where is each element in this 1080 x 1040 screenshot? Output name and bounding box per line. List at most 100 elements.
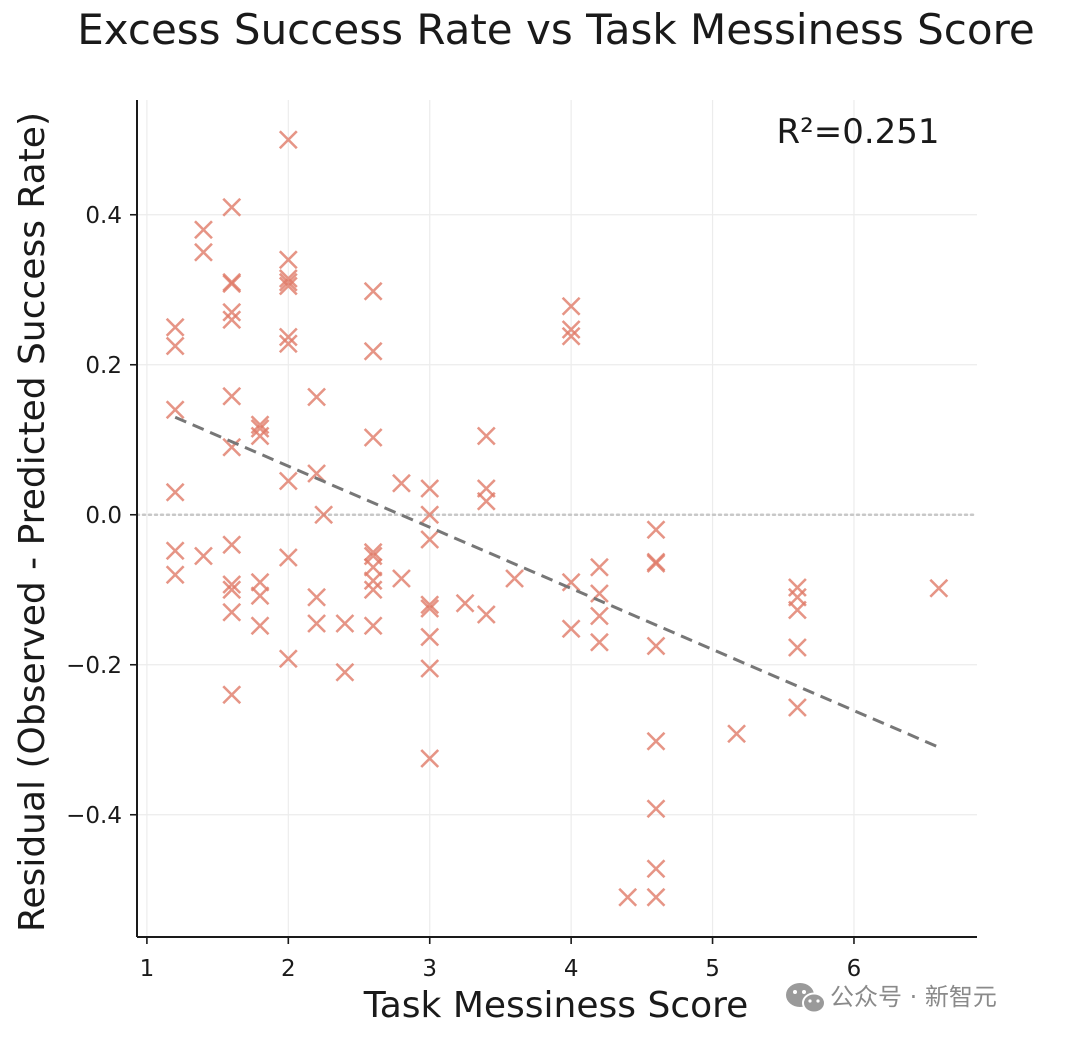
data-point xyxy=(420,599,440,618)
y-tick-label: −0.2 xyxy=(66,653,122,679)
chart-title: Excess Success Rate vs Task Messiness Sc… xyxy=(77,5,1035,54)
data-point xyxy=(420,595,440,615)
trend-line-path xyxy=(174,415,940,749)
data-point xyxy=(363,341,383,361)
data-point xyxy=(646,520,666,540)
data-point xyxy=(307,387,327,407)
data-point xyxy=(787,600,807,620)
data-point xyxy=(222,685,242,705)
x-axis-label: Task Messiness Score xyxy=(363,985,749,1026)
data-point xyxy=(787,638,807,657)
data-point xyxy=(165,400,185,420)
data-point xyxy=(590,632,609,652)
data-point xyxy=(278,276,298,296)
y-axis-label: Residual (Observed - Predicted Success R… xyxy=(12,112,53,932)
data-point xyxy=(222,580,242,600)
data-point xyxy=(222,197,242,217)
data-point xyxy=(363,428,383,447)
data-point xyxy=(165,482,185,502)
data-point xyxy=(392,473,411,493)
y-tick-label: 0.2 xyxy=(85,353,122,379)
data-point xyxy=(307,587,327,607)
data-point xyxy=(165,336,185,356)
wechat-icon xyxy=(786,983,826,1014)
data-point xyxy=(476,605,496,624)
data-point xyxy=(222,575,242,594)
data-point xyxy=(561,320,581,339)
x-tick-label: 1 xyxy=(140,956,155,982)
watermark-text: 公众号 · 新智元 xyxy=(830,983,997,1011)
data-point xyxy=(222,386,242,406)
x-tick-label: 6 xyxy=(847,956,862,982)
x-tick-label: 5 xyxy=(705,956,720,982)
data-point xyxy=(335,614,355,633)
data-point xyxy=(222,302,242,322)
data-point xyxy=(646,554,666,573)
data-point xyxy=(363,580,383,600)
data-point xyxy=(165,317,185,337)
axes xyxy=(136,100,977,938)
data-point xyxy=(278,250,298,270)
data-point xyxy=(420,627,440,647)
data-point xyxy=(420,659,440,678)
data-point xyxy=(561,326,581,346)
data-point xyxy=(646,636,666,656)
data-point xyxy=(250,586,270,606)
data-point xyxy=(420,749,440,768)
data-point xyxy=(314,505,334,525)
data-point xyxy=(363,542,383,562)
data-point xyxy=(307,464,327,483)
data-point xyxy=(222,437,242,457)
data-point xyxy=(392,569,411,588)
data-point xyxy=(278,334,298,354)
data-point xyxy=(646,799,666,819)
data-point xyxy=(278,649,298,669)
grid-lines xyxy=(137,100,977,937)
x-tick-label: 2 xyxy=(281,956,296,982)
data-point xyxy=(476,426,496,446)
data-point xyxy=(278,269,298,288)
data-point xyxy=(646,859,666,879)
x-tick-label: 4 xyxy=(564,956,579,982)
data-point xyxy=(363,571,383,591)
data-point xyxy=(335,662,355,682)
data-point xyxy=(561,296,581,316)
data-point xyxy=(278,548,298,567)
trend-line xyxy=(174,415,940,749)
data-point xyxy=(194,546,213,566)
data-point xyxy=(787,698,807,717)
data-point xyxy=(165,565,185,585)
data-point xyxy=(307,614,327,633)
data-point xyxy=(363,281,383,301)
data-point xyxy=(194,242,213,262)
data-point xyxy=(278,471,298,491)
data-point xyxy=(476,491,496,511)
data-point xyxy=(561,572,581,592)
data-point xyxy=(787,578,807,597)
y-axis-ticks: −0.4 −0.2 0.0 0.2 0.4 xyxy=(66,203,137,829)
data-point xyxy=(929,578,949,598)
data-point xyxy=(618,887,638,907)
data-point xyxy=(420,479,440,498)
data-point xyxy=(222,602,242,622)
data-point xyxy=(250,616,270,636)
data-point xyxy=(250,426,270,446)
watermark: 公众号 · 新智元 xyxy=(786,983,997,1014)
data-point xyxy=(363,557,383,577)
x-axis-ticks: 1 2 3 4 5 6 xyxy=(140,937,862,982)
data-point xyxy=(278,130,298,150)
data-point xyxy=(278,272,298,292)
data-point xyxy=(590,606,609,626)
data-point xyxy=(250,572,270,592)
x-tick-label: 3 xyxy=(422,956,437,982)
data-point xyxy=(194,220,213,240)
data-point xyxy=(646,887,666,907)
data-point xyxy=(455,593,475,613)
data-point xyxy=(222,274,242,294)
y-tick-label: 0.4 xyxy=(85,203,122,229)
data-point xyxy=(250,419,270,438)
data-point xyxy=(420,530,440,549)
data-point xyxy=(505,569,524,588)
data-point xyxy=(420,505,440,525)
